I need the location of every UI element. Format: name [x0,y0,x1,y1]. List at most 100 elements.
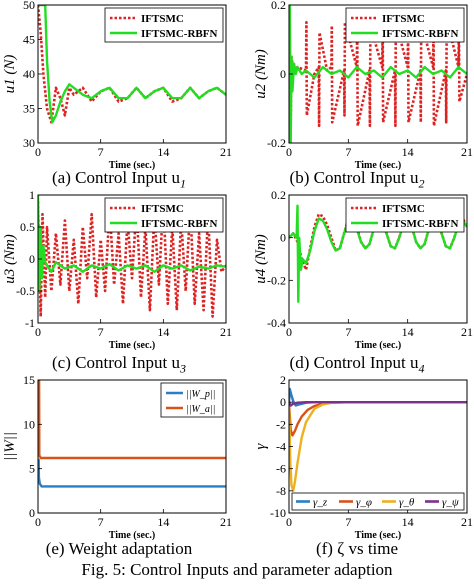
x-tick-label: 7 [345,515,351,529]
y-tick-label: 0 [280,67,286,81]
x-tick-label: 0 [286,145,292,159]
chart-panel-3: 0 7 14 21 -1 -0.5 0 0.5 1 Time (sec.) u3 (Nm) IFTSM… [2,188,232,351]
legend-label: IFTSMC [382,13,425,25]
plot-frame [37,379,227,514]
plot-frame [288,194,468,324]
y-tick-label: -0.4 [267,316,286,330]
legend-label: ||W_a|| [186,404,215,415]
x-tick-label: 21 [461,145,473,159]
chart-panel-6: 0 7 14 21 -10 -8 -6 -4 -2 0 2 Time (sec.) γ γ_z γ_φ γ_θ… [253,373,473,541]
y-tick-label: 0.2 [271,188,286,202]
caption-c: (c) Control Input u3 [52,353,186,376]
x-tick-label: 7 [98,325,104,339]
x-tick-label: 14 [402,145,414,159]
legend-label: γ_ψ [442,497,459,509]
legend-label: IFTSMC-RBFN [382,28,458,40]
series-line-2 [38,195,226,293]
x-axis-label: Time (sec.) [355,530,401,541]
caption-d: (d) Control Input u4 [289,353,425,376]
y-axis-label: ||W|| [2,432,18,461]
x-tick-label: 21 [461,325,473,339]
x-tick-label: 7 [98,515,104,529]
legend-box [291,492,465,511]
x-tick-label: 21 [220,515,232,529]
x-tick-label: 7 [98,145,104,159]
y-axis-label: γ [253,442,269,449]
x-axis-label: Time (sec.) [109,530,155,541]
caption-f: (f) ζ vs time [315,539,399,558]
y-tick-label: 0 [280,395,286,409]
legend-label: IFTSMC-RBFN [141,218,217,230]
legend-label: γ_θ [399,497,415,509]
x-tick-label: 0 [286,515,292,529]
y-tick-label: 50 [23,0,35,12]
series-line-3 [289,401,467,492]
y-tick-label: 0.5 [20,220,35,234]
caption-e: (e) Weight adaptation [45,539,193,558]
legend-label: IFTSMC-RBFN [382,218,458,230]
x-tick-label: 0 [35,145,41,159]
y-tick-label: -6 [276,462,286,476]
y-tick-label: 45 [23,33,35,47]
x-tick-label: 0 [35,325,41,339]
y-tick-label: 15 [23,373,35,387]
y-tick-label: 0 [29,506,35,520]
legend-box [104,197,224,233]
legend-label: ||W_p|| [186,389,215,400]
y-tick-label: -2 [276,417,286,431]
x-tick-label: 21 [220,145,232,159]
legend-box [104,7,224,43]
y-tick-label: -0.2 [267,136,286,150]
y-tick-label: -1 [25,316,35,330]
y-tick-label: 2 [280,373,286,387]
chart-panel-5: 0 7 14 21 0 5 10 15 Time (sec.) ||W|| ||W_p|| ||W_a… [2,373,232,541]
y-axis-label: u3 (Nm) [2,234,18,284]
legend-box [345,197,465,233]
y-axis-label: u2 (Nm) [253,49,269,99]
legend-label: IFTSMC [141,203,184,215]
series-line-2 [38,5,226,124]
legend-box [160,382,224,418]
legend-label: IFTSMC-RBFN [141,28,217,40]
y-tick-label: -0.2 [267,273,286,287]
y-axis-label: u4 (Nm) [253,234,269,284]
y-tick-label: -0.5 [16,284,35,298]
y-tick-label: 0.2 [271,0,286,12]
y-tick-label: -4 [276,440,286,454]
legend-label: IFTSMC [382,203,425,215]
caption-b: (b) Control Input u2 [289,168,425,191]
y-tick-label: 10 [23,417,35,431]
x-tick-label: 0 [286,325,292,339]
x-tick-label: 7 [345,145,351,159]
y-tick-label: 35 [23,102,35,116]
y-tick-label: 0 [280,231,286,245]
chart-panel-1: 0 7 14 21 30 35 40 45 50 Time (sec.) u1 (N) IFTSMC I… [2,0,232,171]
series-line-4 [289,401,467,407]
x-tick-label: 21 [220,325,232,339]
series-line-1 [289,5,467,128]
x-tick-label: 14 [157,325,169,339]
x-tick-label: 14 [157,515,169,529]
y-tick-label: -10 [270,506,286,520]
series-line-2 [38,380,226,460]
y-tick-label: 5 [29,462,35,476]
x-axis-label: Time (sec.) [355,340,401,351]
y-axis-label: u1 (N) [2,55,18,94]
x-axis-label: Time (sec.) [109,340,155,351]
x-tick-label: 21 [461,515,473,529]
x-tick-label: 0 [35,515,41,529]
series-line-1 [38,458,226,488]
y-tick-label: 0 [29,252,35,266]
chart-panel-4: 0 7 14 21 -0.4 -0.2 0 0.2 Time (sec.) u4 (Nm) IFTS… [253,188,473,351]
y-tick-label: -8 [276,484,286,498]
y-tick-label: 30 [23,136,35,150]
legend-label: γ_z [313,497,328,509]
x-tick-label: 14 [157,145,169,159]
series-line-2 [289,5,467,143]
x-axis-label: Time (sec.) [355,160,401,171]
caption-a: (a) Control Input u1 [52,168,186,191]
x-tick-label: 7 [345,325,351,339]
legend-label: γ_φ [356,497,372,509]
